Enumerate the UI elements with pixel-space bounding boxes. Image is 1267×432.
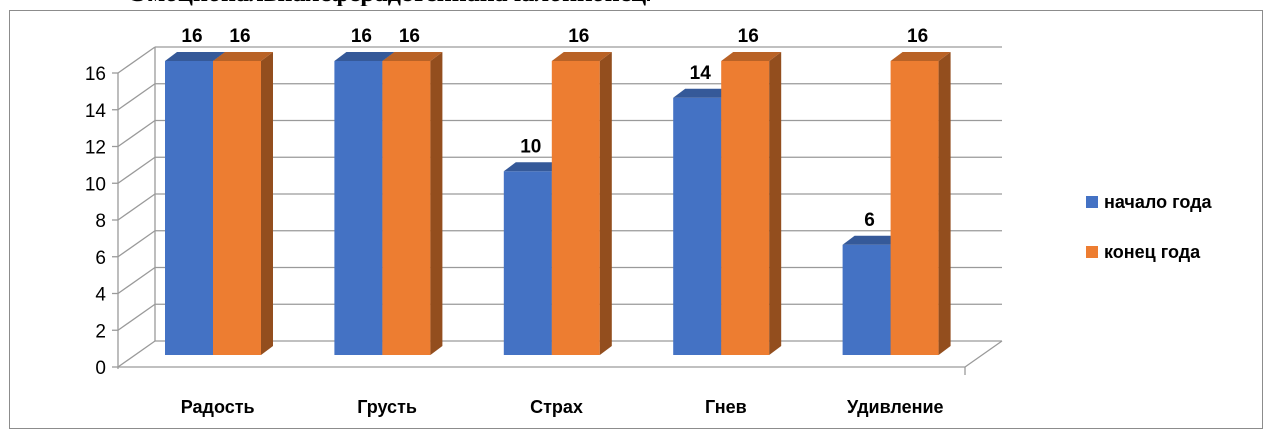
bar-front	[842, 244, 891, 355]
y-tick-label: 12	[85, 138, 106, 159]
data-labels: 16 16 16 16 10 16 14 16 6 16	[181, 26, 928, 231]
y-tick-label: 2	[95, 321, 106, 342]
side-gridline	[117, 303, 156, 331]
y-tick-label: 16	[85, 64, 106, 85]
side-gridline	[117, 119, 156, 148]
side-gridline	[117, 340, 156, 368]
data-label-4-0: 6	[864, 210, 875, 231]
legend-item-end: конец года	[1086, 240, 1212, 264]
bar-side	[430, 52, 443, 355]
legend-swatch-start	[1086, 196, 1098, 208]
bar-top	[551, 52, 612, 61]
category-labels: Радость Грусть Страх Гнев Удивление	[181, 397, 944, 417]
side-gridline	[117, 156, 156, 184]
value-axis: 0 2 4 6 8 10 12 14 16	[85, 64, 118, 379]
bar-side	[261, 52, 273, 355]
data-label-3-0: 14	[690, 63, 712, 84]
bar-top	[165, 52, 225, 61]
bar-top	[673, 88, 734, 98]
bar-top	[334, 52, 395, 61]
bar-2-1	[551, 52, 612, 355]
bar-top	[503, 162, 564, 172]
y-tick-label: 10	[85, 174, 106, 195]
y-tick-label: 14	[85, 101, 107, 122]
side-gridline	[117, 230, 156, 258]
data-label-1-1: 16	[399, 26, 420, 47]
bar-front	[551, 61, 600, 355]
bar-side	[769, 52, 782, 355]
data-label-2-0: 10	[520, 136, 541, 157]
y-tick-label: 0	[95, 358, 106, 379]
bar-top	[890, 52, 951, 61]
bar-3-1	[721, 52, 782, 355]
side-gridline	[117, 266, 156, 295]
legend-label-start: начало года	[1104, 191, 1212, 212]
data-label-1-0: 16	[351, 26, 372, 47]
bar-front	[721, 61, 770, 355]
bar-0-1	[213, 52, 273, 355]
x-tick-label-4: Удивление	[847, 397, 944, 417]
bar-top	[382, 52, 443, 61]
data-label-4-1: 16	[907, 26, 928, 47]
x-tick-label-0: Радость	[181, 397, 255, 417]
bar-top	[213, 52, 273, 61]
legend-label-end: конец года	[1104, 241, 1201, 262]
bar-front	[213, 61, 261, 355]
bar-front	[165, 61, 213, 355]
cropped-title-fragment: Эмоциональнаясферадетейнаначалоиконецгод…	[130, 0, 650, 6]
data-label-0-0: 16	[181, 26, 202, 47]
side-gridline	[117, 193, 156, 221]
x-tick-label-3: Гнев	[705, 397, 747, 417]
x-tick-label-2: Страх	[530, 397, 583, 417]
side-gridline	[117, 46, 156, 74]
bar-front	[673, 97, 722, 355]
legend: начало года конец года	[1086, 190, 1212, 290]
bars	[165, 52, 951, 355]
bar-side	[599, 52, 612, 355]
bar-side	[938, 52, 951, 355]
bar-top	[842, 235, 903, 245]
bar-top	[721, 52, 782, 61]
bar-front	[890, 61, 939, 355]
y-tick-label: 4	[95, 285, 106, 306]
bar-1-1	[382, 52, 443, 355]
legend-swatch-end	[1086, 246, 1098, 258]
data-label-3-1: 16	[738, 26, 759, 47]
bar-front	[334, 61, 383, 355]
y-tick-label: 6	[95, 248, 106, 269]
bar-front	[382, 61, 431, 355]
data-label-0-1: 16	[229, 26, 250, 47]
bar-front	[503, 171, 552, 355]
y-tick-label: 8	[95, 211, 106, 232]
x-tick-label-1: Грусть	[357, 397, 417, 417]
side-gridline	[117, 83, 156, 111]
data-label-2-1: 16	[568, 26, 589, 47]
legend-item-start: начало года	[1086, 190, 1212, 214]
bar-4-1	[890, 52, 951, 355]
